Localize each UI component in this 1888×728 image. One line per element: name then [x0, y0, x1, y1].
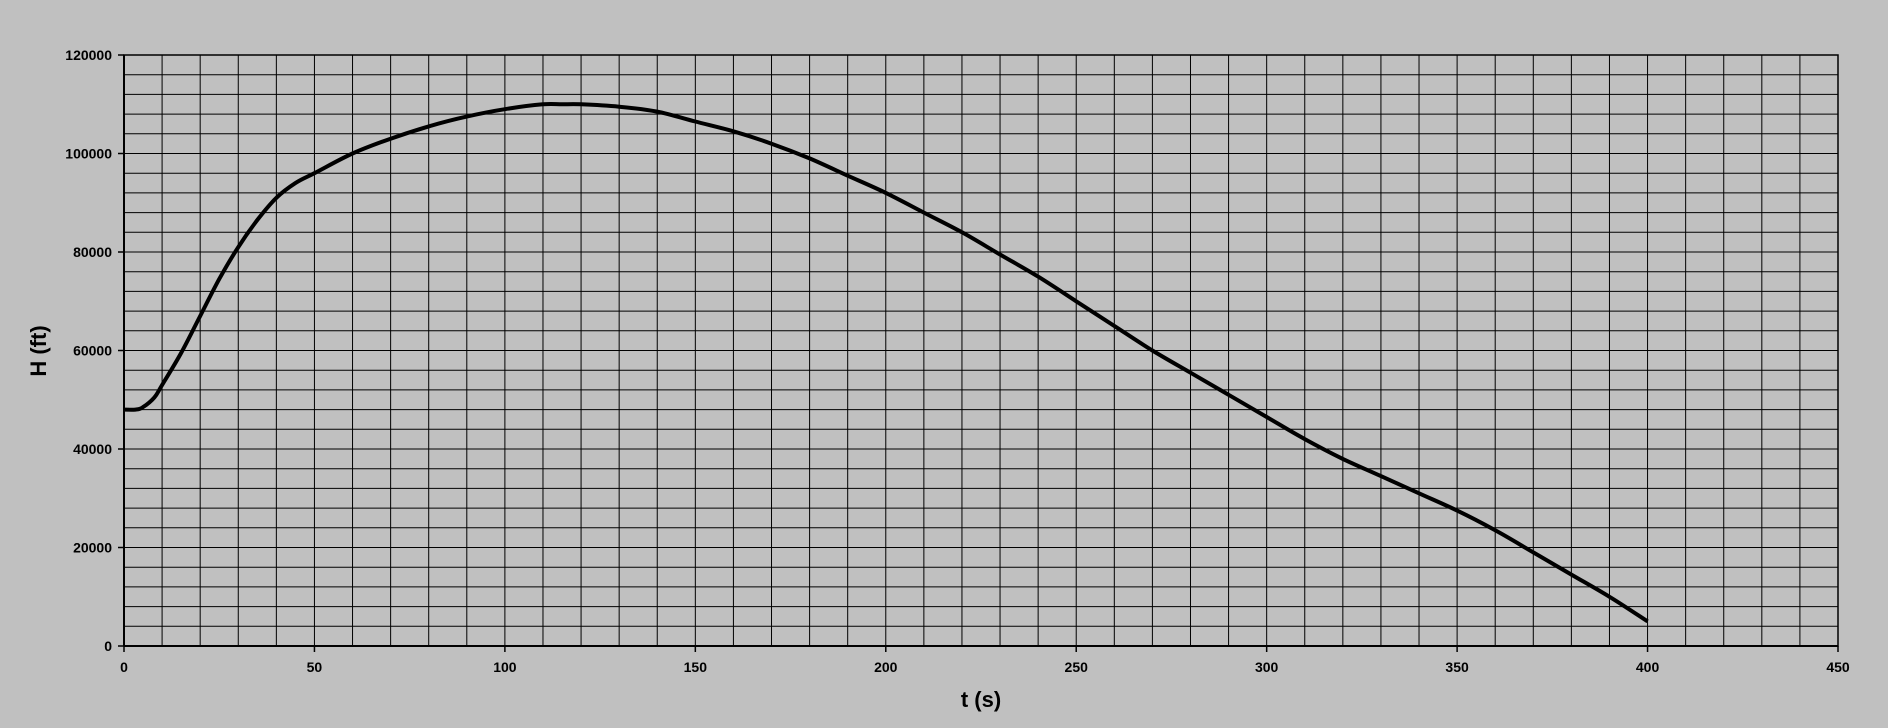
series-layer: [123, 101, 1649, 624]
x-tick-label: 150: [684, 659, 708, 675]
x-tick-label: 300: [1255, 659, 1279, 675]
y-tick-label: 0: [104, 638, 112, 654]
x-tick-label: 0: [120, 659, 128, 675]
x-tick-label: 350: [1445, 659, 1469, 675]
x-tick-label: 100: [493, 659, 517, 675]
y-axis-title: H (ft): [26, 325, 51, 376]
y-tick-label: 20000: [73, 540, 112, 556]
y-tick-labels: 0 20000 40000 60000 80000 100000 120000: [65, 47, 124, 654]
y-tick-label: 80000: [73, 244, 112, 260]
x-tick-label: 450: [1826, 659, 1850, 675]
x-tick-label: 250: [1065, 659, 1089, 675]
y-tick-label: 100000: [65, 146, 112, 162]
grid: [124, 55, 1838, 646]
x-tick-labels: 0 50 100 150 200 250 300 350 400 450: [120, 646, 1850, 675]
x-tick-label: 50: [307, 659, 323, 675]
y-tick-label: 40000: [73, 441, 112, 457]
y-tick-label: 120000: [65, 47, 112, 63]
x-tick-label: 200: [874, 659, 898, 675]
x-axis-title: t (s): [961, 687, 1001, 712]
y-tick-label: 60000: [73, 343, 112, 359]
series-line: [123, 101, 1649, 624]
x-tick-label: 400: [1636, 659, 1660, 675]
